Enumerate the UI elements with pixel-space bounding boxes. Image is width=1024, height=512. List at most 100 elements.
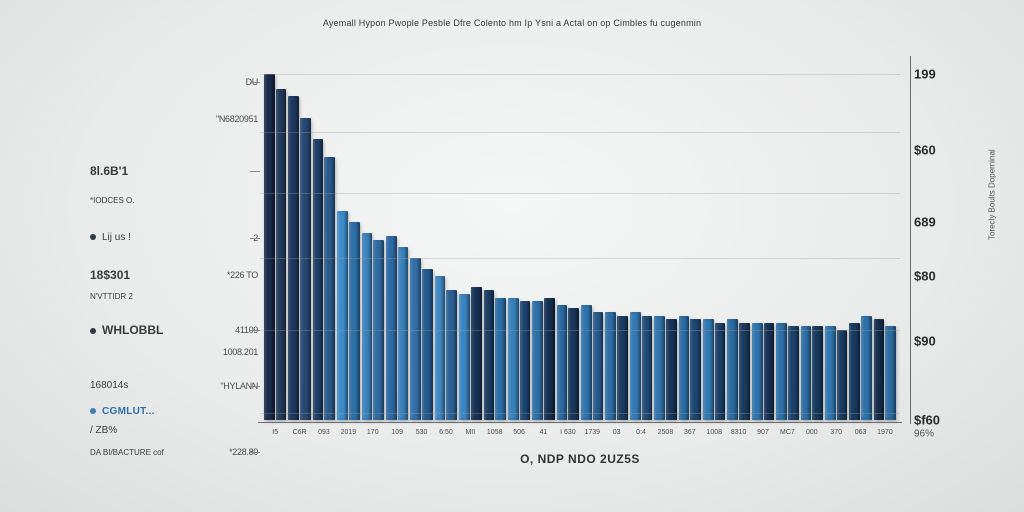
bar-segment bbox=[593, 312, 604, 420]
left-label-strip: DU"N68209518l.6B'1*IODCES O.Lij us !218$… bbox=[90, 60, 258, 430]
right-tick-label: $90 bbox=[914, 333, 936, 348]
x-tick-label: I 630 bbox=[560, 429, 576, 436]
bar-segment bbox=[410, 258, 421, 420]
bar-segment bbox=[642, 316, 653, 420]
left-label: 8l.6B'1 bbox=[90, 164, 258, 178]
bar-segment bbox=[788, 326, 799, 420]
bar: C6R bbox=[288, 60, 310, 420]
x-tick-label: 506 bbox=[513, 429, 525, 436]
left-tick-rule bbox=[250, 82, 260, 83]
bar-segment bbox=[557, 305, 568, 420]
bar: 03 bbox=[605, 60, 627, 420]
bar: 2019 bbox=[337, 60, 359, 420]
bar-segment bbox=[679, 316, 690, 420]
left-label: 168014s"HYLANN bbox=[90, 379, 258, 393]
bar-segment bbox=[630, 312, 641, 420]
bar-segment bbox=[313, 139, 324, 420]
gridline bbox=[260, 132, 900, 133]
bar-segment bbox=[324, 157, 335, 420]
bar-segment bbox=[764, 323, 775, 420]
bar: 1058 bbox=[484, 60, 506, 420]
bar-segment bbox=[752, 323, 763, 420]
bar-segment bbox=[861, 316, 872, 420]
bar: 000 bbox=[801, 60, 823, 420]
x-tick-label: 03 bbox=[613, 429, 621, 436]
x-tick-label: 093 bbox=[318, 429, 330, 436]
gridline bbox=[260, 330, 900, 331]
bar-segment bbox=[885, 326, 896, 420]
bar-segment bbox=[568, 308, 579, 420]
bar-segment bbox=[264, 74, 275, 420]
bar-segment bbox=[727, 319, 738, 420]
bar-segment bbox=[349, 222, 360, 420]
x-tick-label: 6:50 bbox=[439, 429, 453, 436]
bar-segment bbox=[446, 290, 457, 420]
left-tick-rule bbox=[250, 386, 260, 387]
right-axis-spine bbox=[910, 56, 911, 424]
bar-segment bbox=[690, 319, 701, 420]
bar: 109 bbox=[386, 60, 408, 420]
left-label: DA BI/BACTURE cof*228.80 bbox=[90, 445, 258, 459]
x-tick-label: 41 bbox=[540, 429, 548, 436]
bar: 170 bbox=[362, 60, 384, 420]
bar: 1008 bbox=[703, 60, 725, 420]
bar: MC7 bbox=[776, 60, 798, 420]
bar: 370 bbox=[825, 60, 847, 420]
bar-segment bbox=[300, 118, 311, 420]
bar-segment bbox=[435, 276, 446, 420]
bar-segment bbox=[801, 326, 812, 420]
bar: 907 bbox=[752, 60, 774, 420]
bar-segment bbox=[398, 247, 409, 420]
bar: I 630 bbox=[557, 60, 579, 420]
x-tick-label: 109 bbox=[391, 429, 403, 436]
x-tick-label: 370 bbox=[830, 429, 842, 436]
left-label: *IODCES O. bbox=[90, 194, 258, 208]
left-label: "N6820951 bbox=[90, 112, 258, 126]
bar: 1970 bbox=[874, 60, 896, 420]
bar: 8310 bbox=[727, 60, 749, 420]
right-tick-label: $f60 bbox=[914, 413, 940, 428]
bar: 2508 bbox=[654, 60, 676, 420]
bar-segment bbox=[362, 233, 373, 420]
left-label: WHLOBBL41109 bbox=[90, 323, 258, 337]
bar-segment bbox=[276, 89, 287, 420]
bar-segment bbox=[581, 305, 592, 420]
bar-segment bbox=[520, 301, 531, 420]
x-tick-label: 063 bbox=[855, 429, 867, 436]
x-axis-line bbox=[258, 422, 902, 423]
left-label: DU bbox=[90, 75, 258, 89]
x-tick-label: MII bbox=[465, 429, 475, 436]
bar-segment bbox=[544, 298, 555, 420]
bar-segment bbox=[739, 323, 750, 420]
left-label: N'VTTIDR 2 bbox=[90, 290, 258, 304]
left-label: 1008.201 bbox=[90, 345, 258, 359]
x-axis-label: O, NDP NDO 2UZ5S bbox=[260, 452, 900, 466]
left-tick-rule bbox=[250, 238, 260, 239]
x-tick-label: 000 bbox=[806, 429, 818, 436]
bar-segment bbox=[386, 236, 397, 420]
right-tick-label: $60 bbox=[914, 143, 936, 158]
bar: 41 bbox=[532, 60, 554, 420]
bar-segment bbox=[703, 319, 714, 420]
x-tick-label: 1970 bbox=[877, 429, 893, 436]
x-tick-label: 530 bbox=[416, 429, 428, 436]
bar-segment bbox=[617, 316, 628, 420]
bar-segment bbox=[337, 211, 348, 420]
left-tick-rule bbox=[250, 330, 260, 331]
gridline bbox=[260, 413, 900, 414]
bar: 530 bbox=[410, 60, 432, 420]
bar-segment bbox=[471, 287, 482, 420]
left-tick-rule bbox=[250, 171, 260, 172]
x-tick-label: 1058 bbox=[487, 429, 503, 436]
x-tick-label: C6R bbox=[293, 429, 307, 436]
bar: 0:4 bbox=[630, 60, 652, 420]
bar-segment bbox=[495, 298, 506, 420]
bar-segment bbox=[874, 319, 885, 420]
left-tick-rule bbox=[250, 452, 260, 453]
x-tick-label: 2019 bbox=[341, 429, 357, 436]
x-tick-label: 367 bbox=[684, 429, 696, 436]
bar-segment bbox=[654, 316, 665, 420]
right-tick-label: $80 bbox=[914, 269, 936, 284]
right-axis-title: Torecly Boults Doperninal bbox=[988, 149, 997, 240]
bar-segment bbox=[484, 290, 495, 420]
